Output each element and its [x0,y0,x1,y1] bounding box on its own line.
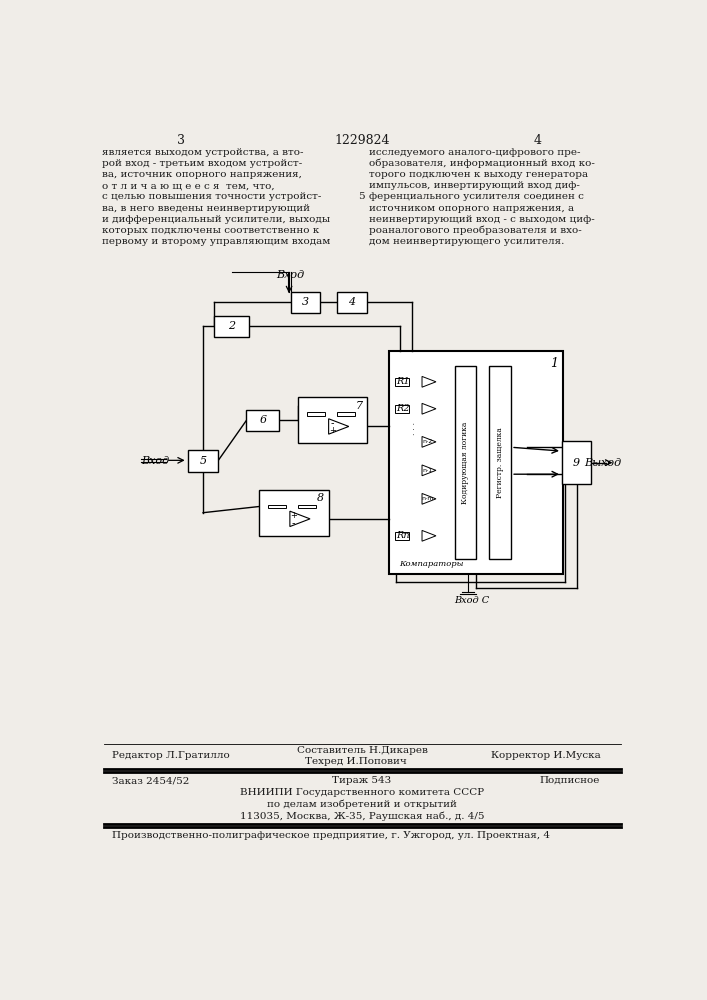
Polygon shape [290,511,310,527]
Bar [307,412,325,416]
Text: R1: R1 [396,377,409,386]
Text: Тираж 543: Тираж 543 [332,776,392,785]
Text: рой вход - третьим входом устройст-: рой вход - третьим входом устройст- [103,159,303,168]
Text: n-1: n-1 [422,468,433,473]
Polygon shape [329,419,349,434]
Text: Компараторы: Компараторы [399,560,464,568]
Bar [395,405,409,413]
Bar [214,316,249,337]
Polygon shape [422,493,436,504]
Text: 1: 1 [551,357,559,370]
Text: n-2: n-2 [422,439,433,444]
Text: 3: 3 [177,134,185,147]
Bar [337,292,367,313]
Text: и дифференциальный усилители, выходы: и дифференциальный усилители, выходы [103,215,330,224]
Text: первому и второму управляющим входам: первому и второму управляющим входам [103,237,331,246]
Bar [259,490,329,536]
Text: n-m: n-m [421,496,433,501]
Text: о т л и ч а ю щ е е с я  тем, что,: о т л и ч а ю щ е е с я тем, что, [103,181,275,190]
Text: которых подключены соответственно к: которых подключены соответственно к [103,226,320,235]
Bar [395,378,409,386]
Bar [291,292,320,313]
Text: Вход: Вход [141,456,169,466]
Text: источником опорного напряжения, а: источником опорного напряжения, а [369,204,574,213]
Text: Производственно-полиграфическое предприятие, г. Ужгород, ул. Проектная, 4: Производственно-полиграфическое предприя… [112,831,549,840]
Polygon shape [422,403,436,414]
Text: 2: 2 [228,321,235,331]
Bar [395,532,409,540]
Text: Подписное: Подписное [539,776,600,785]
Text: 4: 4 [349,297,356,307]
Text: Составитель Н.Дикарев: Составитель Н.Дикарев [296,746,428,755]
Text: 5: 5 [358,192,365,201]
Text: · · ·: · · · [411,421,421,435]
Text: +: + [329,426,336,435]
Text: с целью повышения точности устройст-: с целью повышения точности устройст- [103,192,322,201]
Text: роаналогового преобразователя и вхо-: роаналогового преобразователя и вхо- [369,226,582,235]
Text: по делам изобретений и открытий: по делам изобретений и открытий [267,800,457,809]
Bar [268,505,286,508]
Text: 4: 4 [534,134,542,147]
Text: Регистр. защелка: Регистр. защелка [496,427,504,498]
Text: 8: 8 [317,493,324,503]
Text: -: - [292,518,296,528]
Text: 1229824: 1229824 [334,134,390,147]
Bar [489,366,511,559]
Text: ва, в него введены неинвертирующий: ва, в него введены неинвертирующий [103,204,310,213]
Bar [298,397,368,443]
Text: Вход: Вход [276,270,304,280]
Text: Вход С: Вход С [455,596,490,605]
Text: исследуемого аналого-цифрового пре-: исследуемого аналого-цифрового пре- [369,148,580,157]
Text: 3: 3 [302,297,309,307]
Text: Заказ 2454/52: Заказ 2454/52 [112,776,189,785]
Text: импульсов, инвертирующий вход диф-: импульсов, инвертирующий вход диф- [369,181,580,190]
Text: Выход: Выход [584,458,621,468]
Polygon shape [422,376,436,387]
Text: Техред И.Попович: Техред И.Попович [305,757,407,766]
Text: 7: 7 [356,401,363,411]
Text: ВНИИПИ Государственного комитета СССР: ВНИИПИ Государственного комитета СССР [240,788,484,797]
Bar [188,450,218,472]
Text: Редактор Л.Гратилло: Редактор Л.Гратилло [112,751,229,760]
Text: 113035, Москва, Ж-35, Раушская наб., д. 4/5: 113035, Москва, Ж-35, Раушская наб., д. … [240,811,484,821]
Text: Rn: Rn [396,531,409,540]
Text: 9: 9 [573,458,580,468]
Polygon shape [422,530,436,541]
Bar [337,412,355,416]
Text: дом неинвертирующего усилителя.: дом неинвертирующего усилителя. [369,237,564,246]
Bar [298,505,316,508]
Bar [562,441,591,484]
Text: R2: R2 [396,404,409,413]
Text: торого подключен к выходу генератора: торого подключен к выходу генератора [369,170,588,179]
Text: 6: 6 [259,415,267,425]
Bar [389,351,563,574]
Text: +: + [291,511,297,520]
Polygon shape [422,465,436,476]
Text: неинвертирующий вход - с выходом циф-: неинвертирующий вход - с выходом циф- [369,215,595,224]
Text: ференциального усилителя соединен с: ференциального усилителя соединен с [369,192,584,201]
Bar [455,366,477,559]
Bar [247,410,279,431]
Polygon shape [422,436,436,447]
Text: является выходом устройства, а вто-: является выходом устройства, а вто- [103,148,304,157]
Text: Кодирующая логика: Кодирующая логика [462,421,469,504]
Text: Корректор И.Муска: Корректор И.Муска [491,751,601,760]
Text: -: - [331,418,334,428]
Text: образователя, информационный вход ко-: образователя, информационный вход ко- [369,159,595,168]
Text: ва, источник опорного напряжения,: ва, источник опорного напряжения, [103,170,302,179]
Text: 5: 5 [199,456,206,466]
